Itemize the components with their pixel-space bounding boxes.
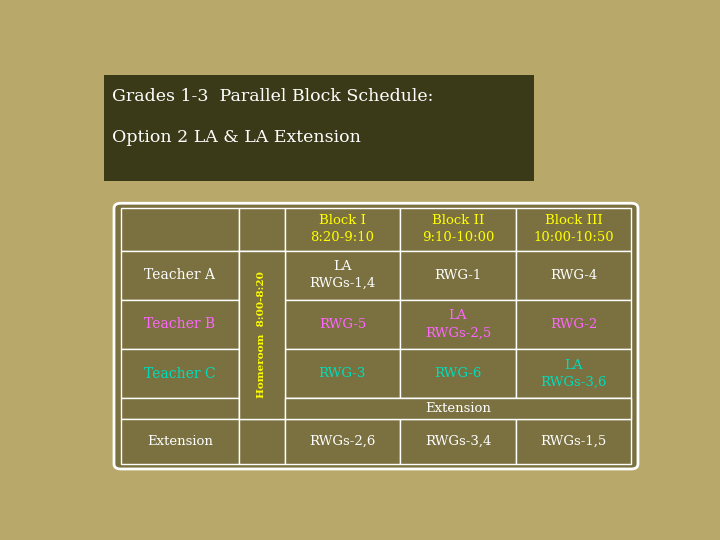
Bar xyxy=(284,251,400,300)
Bar xyxy=(400,419,516,464)
Text: RWG-1: RWG-1 xyxy=(434,269,482,282)
FancyBboxPatch shape xyxy=(114,203,638,469)
Text: Extension: Extension xyxy=(425,402,491,415)
Text: Block III
10:00-10:50: Block III 10:00-10:50 xyxy=(534,214,613,245)
Text: Teacher C: Teacher C xyxy=(144,367,215,381)
Bar xyxy=(284,208,400,251)
Bar xyxy=(516,419,631,464)
Bar xyxy=(284,399,400,419)
Text: RWGs-1,5: RWGs-1,5 xyxy=(540,435,607,448)
Text: RWGs-3,4: RWGs-3,4 xyxy=(425,435,491,448)
Bar xyxy=(239,251,284,300)
Text: LA
RWGs-1,4: LA RWGs-1,4 xyxy=(310,260,376,291)
Text: Block I
8:20-9:10: Block I 8:20-9:10 xyxy=(310,214,374,245)
Bar xyxy=(284,349,400,399)
Text: Extension: Extension xyxy=(147,435,212,448)
Bar xyxy=(516,349,631,399)
Bar xyxy=(239,419,284,464)
Bar xyxy=(239,349,284,399)
Bar xyxy=(121,349,239,399)
Bar xyxy=(400,399,516,419)
Text: Option 2 LA & LA Extension: Option 2 LA & LA Extension xyxy=(112,129,361,146)
Text: RWG-3: RWG-3 xyxy=(319,367,366,380)
Bar xyxy=(400,208,516,251)
Bar xyxy=(121,300,239,349)
Bar xyxy=(239,399,284,419)
Bar xyxy=(400,251,516,300)
Bar xyxy=(121,208,239,251)
Bar xyxy=(239,251,284,419)
Bar xyxy=(284,399,631,419)
Text: RWG-6: RWG-6 xyxy=(434,367,482,380)
Text: LA
RWGs-3,6: LA RWGs-3,6 xyxy=(540,359,607,389)
Bar xyxy=(516,208,631,251)
Bar xyxy=(239,300,284,349)
Text: Teacher A: Teacher A xyxy=(144,268,215,282)
Text: RWGs-2,6: RWGs-2,6 xyxy=(309,435,376,448)
Text: Block II
9:10-10:00: Block II 9:10-10:00 xyxy=(422,214,494,245)
Text: Grades 1-3  Parallel Block Schedule:: Grades 1-3 Parallel Block Schedule: xyxy=(112,87,433,105)
Bar xyxy=(284,300,400,349)
Text: LA
RWGs-2,5: LA RWGs-2,5 xyxy=(425,309,491,340)
Text: Teacher B: Teacher B xyxy=(144,318,215,332)
Bar xyxy=(516,251,631,300)
Bar xyxy=(104,75,534,181)
Bar xyxy=(400,349,516,399)
Text: RWG-5: RWG-5 xyxy=(319,318,366,331)
Bar xyxy=(400,300,516,349)
Text: RWG-2: RWG-2 xyxy=(550,318,597,331)
Bar xyxy=(121,251,239,300)
Bar xyxy=(516,399,631,419)
Bar xyxy=(239,208,284,251)
Bar xyxy=(121,419,239,464)
Bar xyxy=(516,300,631,349)
Text: RWG-4: RWG-4 xyxy=(550,269,597,282)
Bar xyxy=(284,419,400,464)
Text: Homeroom  8:00-8:20: Homeroom 8:00-8:20 xyxy=(257,271,266,398)
Bar xyxy=(121,399,239,419)
